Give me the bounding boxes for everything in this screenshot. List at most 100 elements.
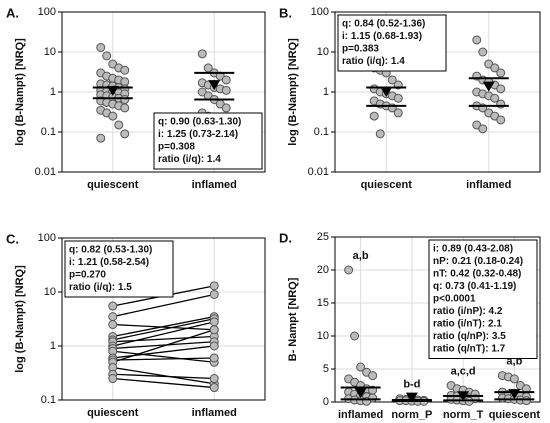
data-point [108,312,118,322]
median-marker [508,389,521,400]
data-point [496,68,506,78]
data-point [490,63,500,73]
pair-line [112,318,215,341]
pair-line [112,366,215,385]
median-marker [208,80,221,91]
annotation-line: i: 0.89 (0.43-2.08) [433,244,513,255]
y-tick-label: 25 [317,231,329,243]
data-point [472,35,482,45]
y-axis-title: log (B-Nampt) [NRQ] [14,265,26,373]
annotation-line: ratio (q/nP): 3.5 [433,331,506,342]
x-tick-label: quiescent [489,409,541,421]
y-tick-label: 100 [311,6,329,18]
x-tick-label: inflamed [338,409,383,421]
group-label: b-d [403,379,420,391]
group-label: a,c,d [451,365,476,377]
data-point [209,325,219,335]
x-tick-label: quiescent [87,179,139,191]
x-tick-label: quiescent [87,407,139,419]
data-point [393,93,403,103]
data-point [209,383,219,393]
annotation-box [64,240,174,298]
y-tick-label: 20 [317,264,329,276]
y-tick-label: 1 [323,86,329,98]
y-tick-label: 0.01 [308,166,329,178]
data-point [221,103,231,113]
y-tick-label: 0.1 [314,126,329,138]
x-tick-label: norm_P [391,409,432,421]
panel-label: C. [6,231,19,246]
data-point [521,396,531,406]
y-tick-label: 10 [44,46,56,58]
panel-label: A. [6,5,19,20]
data-point [209,281,219,291]
annotation-box [428,239,538,359]
pair-line [112,373,215,380]
group-label: a,b [353,250,369,262]
plot-frame [334,236,541,403]
median-marker [457,391,470,402]
y-axis-title: B- Nampt [NRQ] [287,277,299,361]
annotation-line: ratio (i/q): 1.4 [158,154,221,165]
pair-line [112,341,215,350]
y-tick-label: 0.1 [41,394,56,406]
y-tick-label: 1 [50,340,56,352]
pair-line [112,329,215,363]
y-axis-title: log (B-Nampt) [NRQ] [14,38,26,146]
y-tick-label: 1 [50,86,56,98]
annotation-box [153,112,263,170]
y-tick-label: 15 [317,297,329,309]
pair-line [112,357,215,361]
x-tick-label: quiescent [361,179,413,191]
y-tick-label: 10 [317,46,329,58]
pair-line [112,335,215,343]
annotation-line: p=0.383 [342,44,379,55]
plot-frame [61,11,266,173]
y-tick-label: 0.01 [35,166,56,178]
annotation-line: ratio (i/q): 1.5 [69,282,132,293]
pair-line [112,293,215,318]
data-point [350,331,360,341]
data-point [221,75,231,85]
data-point [509,374,519,384]
x-tick-label: inflamed [192,179,237,191]
panel-label: D. [279,230,292,245]
y-axis-title: log (B-Nampt) [NRQ] [287,38,299,146]
data-point [108,301,118,311]
annotation-line: q: 0.82 (0.53-1.30) [69,245,152,256]
data-point [209,341,219,351]
median-marker [106,85,119,96]
y-tick-label: 10 [44,286,56,298]
y-tick-label: 5 [323,363,329,375]
x-tick-label: inflamed [466,179,511,191]
data-point [120,94,130,104]
data-point [209,317,219,327]
x-tick-label: norm_T [443,409,484,421]
annotation-line: q: 0.90 (0.63-1.30) [158,117,241,128]
data-point [197,49,207,59]
pair-line [112,350,215,363]
pair-line [112,321,215,347]
annotation-line: ratio (i/nT): 2.1 [433,319,502,330]
plot-frame [334,11,541,173]
y-tick-label: 0 [323,396,329,408]
data-point [496,115,506,125]
data-point [221,85,231,95]
panel-label: B. [279,5,292,20]
data-point [108,111,118,121]
data-point [368,371,378,381]
y-tick-label: 10 [317,330,329,342]
annotation-line: i: 1.21 (0.58-2.54) [69,257,149,268]
annotation-line: nP: 0.21 (0.18-0.24) [433,256,523,267]
median-marker [380,87,393,98]
data-point [387,75,397,85]
data-point [120,65,130,75]
data-point [478,124,488,134]
data-point [102,51,112,61]
pair-line [112,315,215,338]
data-point [209,374,219,384]
median-marker [405,392,418,403]
data-point [496,84,506,94]
annotation-line: nT: 0.42 (0.32-0.48) [433,269,521,280]
data-point [375,129,385,139]
